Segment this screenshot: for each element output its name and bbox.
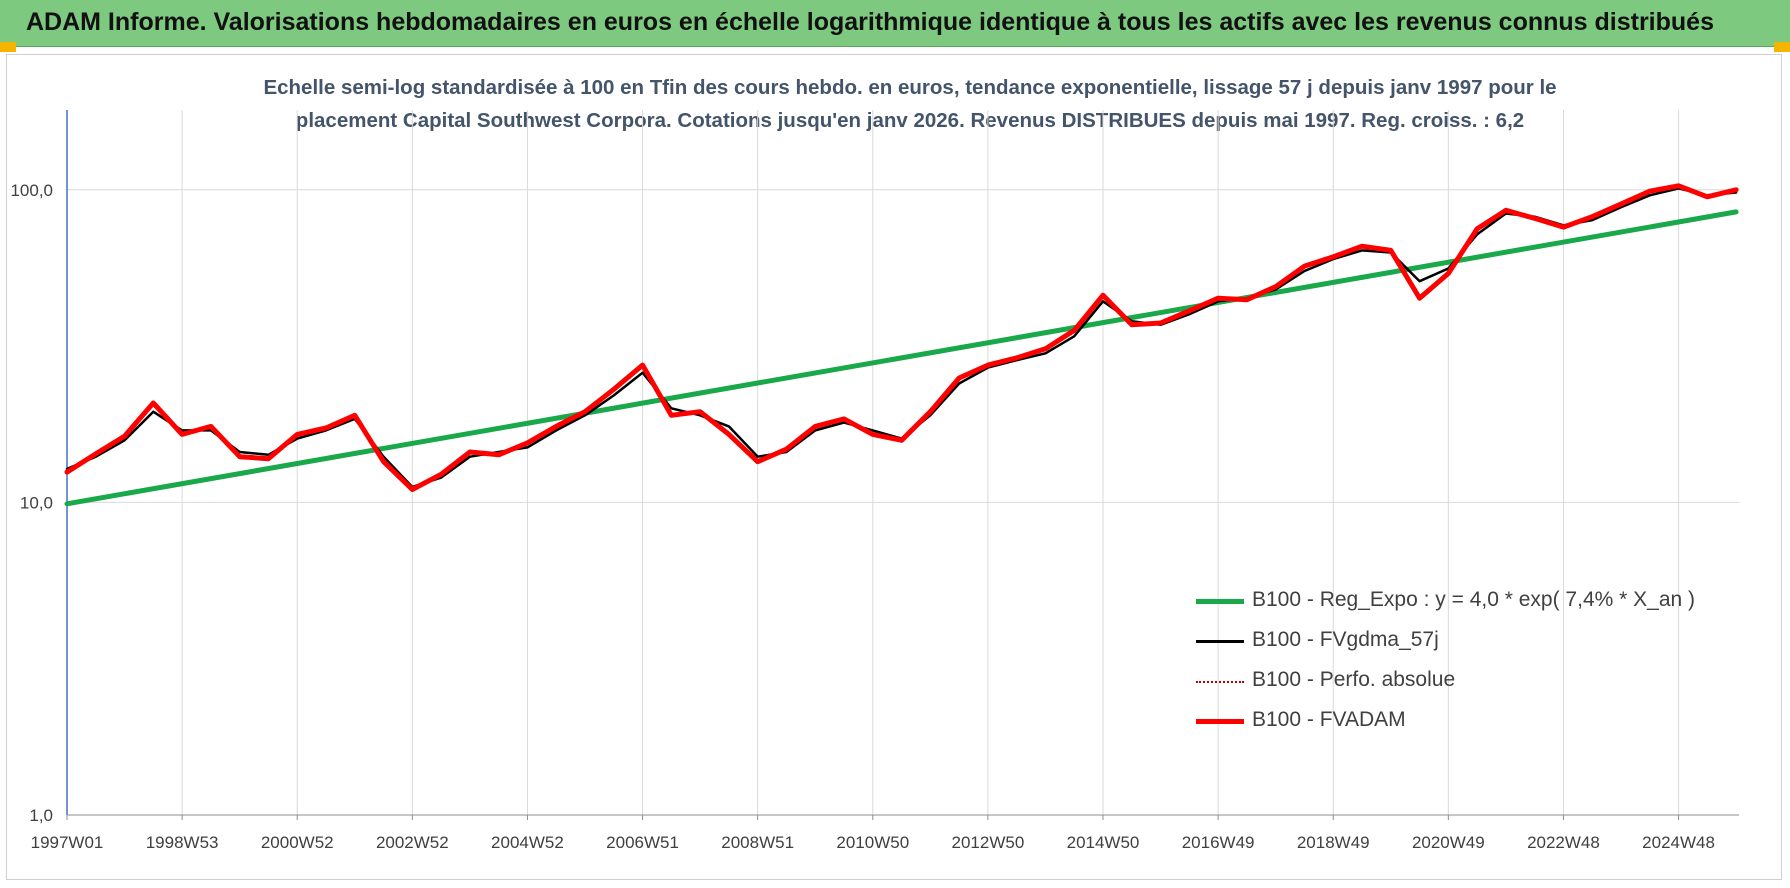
legend-label-absolute-performance: B100 - Perfo. absolue (1252, 668, 1456, 691)
legend-label-fvadam: B100 - FVADAM (1252, 708, 1406, 731)
series-regression-line (64, 209, 1739, 507)
x-tick-label: 1998W53 (146, 833, 219, 852)
x-tick-label: 1997W01 (31, 833, 104, 852)
x-tick-label: 2004W52 (491, 833, 564, 852)
x-tick-label: 2014W50 (1067, 833, 1140, 852)
report-title: ADAM Informe. Valorisations hebdomadaire… (26, 8, 1714, 36)
x-tick-label: 2018W49 (1297, 833, 1370, 852)
legend-swatch-absolute-performance (1196, 681, 1244, 683)
y-tick-label: 10,0 (20, 493, 53, 512)
y-tick-label: 1,0 (29, 806, 53, 825)
series-fvadam-line (64, 183, 1739, 492)
chart-subtitle-line-1: Echelle semi-log standardisée à 100 en T… (263, 76, 1557, 99)
chart-frame (6, 54, 1782, 880)
header-banner: ADAM Informe. Valorisations hebdomadaire… (0, 0, 1790, 47)
chart-subtitle-line-2: placement Capital Southwest Corpora. Cot… (295, 109, 1525, 132)
y-tick-label: 100,0 (10, 181, 53, 200)
x-tick-label: 2002W52 (376, 833, 449, 852)
x-tick-label: 2012W50 (952, 833, 1025, 852)
x-tick-label: 2000W52 (261, 833, 334, 852)
x-tick-label: 2006W51 (606, 833, 679, 852)
legend-swatch-fvadam (1196, 719, 1244, 724)
x-tick-label: 2020W49 (1412, 833, 1485, 852)
legend-label-moving-average: B100 - FVgdma_57j (1252, 628, 1439, 651)
x-tick-label: 2008W51 (721, 833, 794, 852)
x-tick-label: 2010W50 (836, 833, 909, 852)
legend-label-regression: B100 - Reg_Expo : y = 4,0 * exp( 7,4% * … (1252, 588, 1696, 611)
legend-swatch-regression (1196, 599, 1244, 604)
corner-marker-left (0, 42, 16, 52)
corner-marker-right (1774, 42, 1790, 52)
x-tick-label: 2022W48 (1527, 833, 1600, 852)
x-tick-label: 2016W49 (1182, 833, 1255, 852)
legend-swatch-moving-average (1196, 640, 1244, 643)
x-tick-label: 2024W48 (1642, 833, 1715, 852)
series-absolute-performance-line (66, 185, 1737, 491)
